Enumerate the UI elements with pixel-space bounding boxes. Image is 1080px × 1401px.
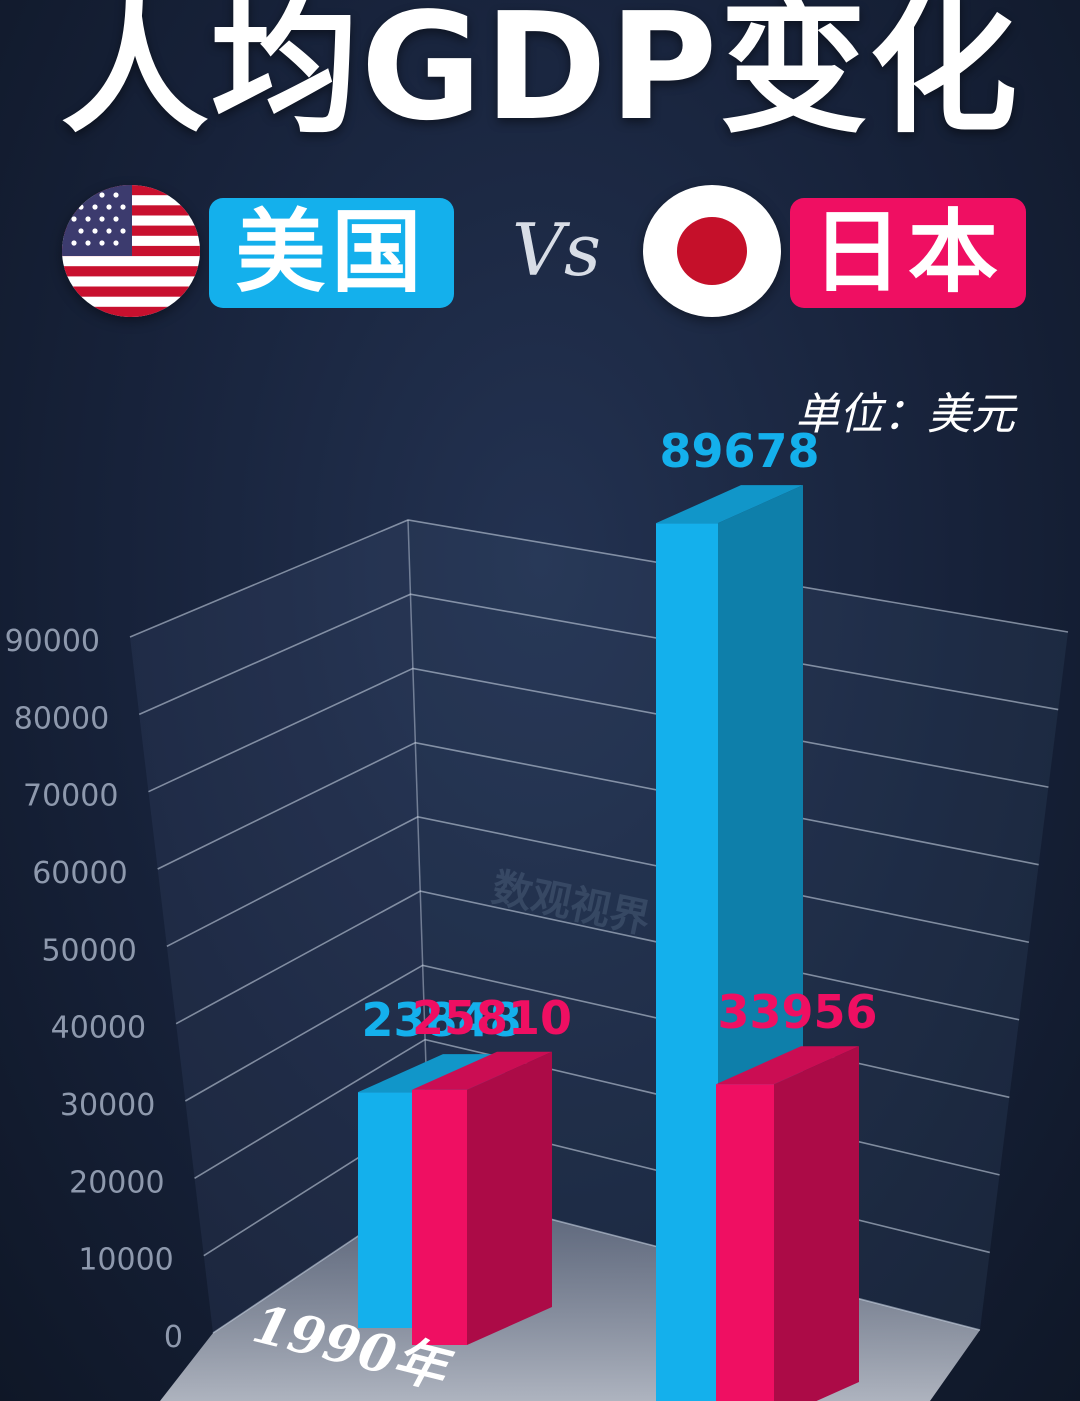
y-tick-label: 40000	[51, 1011, 146, 1046]
gridline	[157, 741, 1039, 870]
y-tick-label: 60000	[32, 856, 127, 891]
us-flag-icon	[62, 185, 200, 317]
bar-japan-1	[716, 1046, 859, 1401]
gridline	[129, 519, 1069, 638]
left-wall	[130, 520, 430, 1333]
data-label: 89678	[659, 424, 819, 478]
bar-japan-0	[412, 1051, 552, 1345]
data-label: 23848	[361, 993, 521, 1047]
y-tick-label: 70000	[23, 779, 118, 814]
vs-label: Vs	[512, 208, 601, 292]
gridline	[148, 667, 1049, 793]
page-title: 人均GDP变化	[60, 0, 1020, 153]
y-tick-label: 50000	[41, 933, 136, 968]
gridline	[175, 890, 1020, 1025]
data-label: 33956	[717, 985, 877, 1039]
y-tick-label: 20000	[69, 1165, 164, 1200]
legend-us-label: 美国	[209, 198, 454, 308]
unit-label: 单位：美元	[795, 389, 1015, 440]
data-label: 25810	[412, 991, 572, 1045]
gridline	[138, 593, 1059, 716]
y-tick-label: 80000	[14, 701, 109, 736]
legend-japan-label: 日本	[790, 198, 1026, 308]
japan-flag-icon	[643, 185, 781, 317]
y-tick-label: 90000	[5, 624, 100, 659]
y-tick-label: 30000	[60, 1088, 155, 1123]
y-tick-label: 10000	[78, 1243, 173, 1278]
gridline	[166, 816, 1030, 948]
y-tick-label: 0	[164, 1320, 183, 1355]
